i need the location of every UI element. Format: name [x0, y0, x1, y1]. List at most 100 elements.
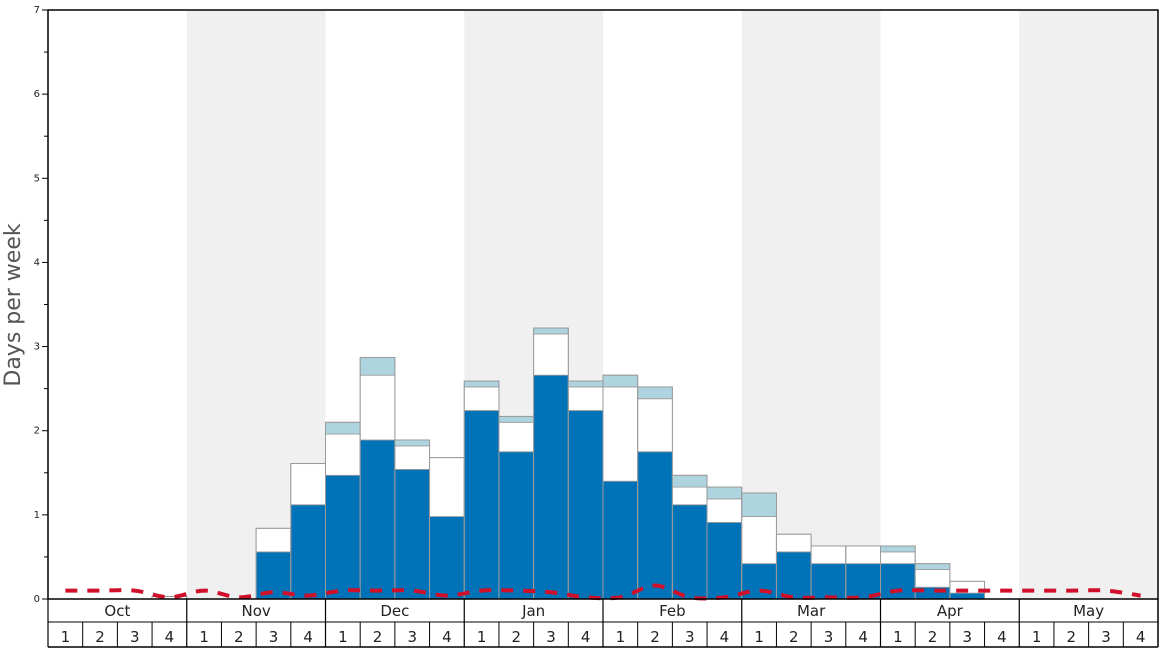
y-tick-label: 4 [34, 257, 40, 268]
bar-segment-light [463, 380, 500, 388]
average-line [65, 583, 1141, 601]
y-axis: 0 1 2 3 4 5 6 7 [34, 5, 48, 605]
week-label: 2 [373, 628, 383, 646]
bar-segment-dark [637, 451, 673, 600]
bar-segment-white [463, 386, 500, 411]
bar-segment-light [533, 327, 569, 335]
bar-segment-dark [567, 410, 604, 600]
week-label: 1 [1032, 628, 1042, 646]
bar-segment-dark [880, 563, 916, 600]
week-label: 3 [685, 628, 695, 646]
week-label: 2 [928, 628, 938, 646]
y-tick-label: 0 [34, 594, 40, 605]
week-label: 4 [858, 628, 868, 646]
week-label: 1 [754, 628, 764, 646]
bar-segment-white [394, 445, 430, 470]
bar-segment-white [533, 333, 569, 376]
bar-stacks [151, 327, 986, 600]
week-label: 3 [407, 628, 417, 646]
month-label: Apr [937, 602, 964, 620]
bar-segment-light [637, 386, 673, 400]
bar-segment-white [914, 569, 951, 588]
bar-segment-white [880, 551, 916, 565]
bar-segment-white [567, 386, 604, 411]
week-label: 3 [962, 628, 972, 646]
week-label: 3 [269, 628, 279, 646]
month-label: Dec [380, 602, 409, 620]
bar-segment-white [359, 374, 396, 441]
bar-segment-white [602, 386, 639, 482]
week-label: 1 [893, 628, 903, 646]
bar-segment-light [671, 474, 708, 488]
bar-segment-light [325, 421, 361, 435]
y-tick-label: 7 [34, 5, 40, 16]
week-label: 3 [1101, 628, 1111, 646]
week-label: 4 [442, 628, 452, 646]
week-label: 2 [234, 628, 244, 646]
week-label: 2 [650, 628, 660, 646]
month-label: Feb [659, 602, 686, 620]
month-label: May [1073, 602, 1104, 620]
x-axis: Oct 1 2 3 4 Nov 1 2 3 4 Dec 1 2 3 4 Jan 1 2 3 4 Feb 1 2 3 4 Mar 1 2… [47, 599, 1159, 648]
bar-segment-dark [498, 451, 535, 600]
y-tick-label: 2 [34, 426, 40, 437]
month-bands [186, 10, 1158, 599]
bar-segment-light [602, 374, 639, 388]
bar-segment-dark [776, 551, 812, 600]
week-label: 4 [720, 628, 730, 646]
week-label: 4 [997, 628, 1007, 646]
bar-segment-dark [845, 563, 881, 600]
bar-segment-white [325, 433, 361, 476]
bar-segment-dark [533, 374, 569, 600]
month-label: Jan [521, 602, 545, 620]
bar-segment-white [845, 545, 881, 565]
bar-segment-dark [359, 439, 396, 600]
y-tick-label: 3 [34, 342, 40, 353]
week-label: 4 [581, 628, 591, 646]
bar-segment-light [880, 545, 916, 553]
week-label: 4 [303, 628, 313, 646]
bar-segment-light [394, 439, 430, 447]
bar-segment-dark [671, 504, 708, 600]
week-label: 2 [789, 628, 799, 646]
bar-segment-light [706, 486, 743, 500]
bar-segment-white [706, 498, 743, 523]
bar-segment-light [567, 380, 604, 388]
bar-segment-white [810, 545, 847, 565]
week-label: 1 [338, 628, 348, 646]
bar-segment-dark [949, 592, 985, 600]
week-label: 4 [165, 628, 175, 646]
bar-segment-dark [602, 480, 639, 600]
week-label: 3 [546, 628, 556, 646]
bar-segment-white [671, 486, 708, 506]
week-label: 1 [477, 628, 487, 646]
week-label: 4 [1136, 628, 1146, 646]
bar-segment-dark [706, 522, 743, 600]
bar-segment-light [359, 357, 396, 376]
week-label: 1 [616, 628, 626, 646]
y-tick-label: 1 [34, 510, 40, 521]
week-label: 3 [824, 628, 834, 646]
bar-segment-white [498, 421, 535, 453]
bar-segment-light [498, 416, 535, 423]
bar-segment-dark [810, 563, 847, 600]
bar-segment-white [637, 398, 673, 453]
week-label: 3 [130, 628, 140, 646]
bar-segment-white [429, 457, 465, 517]
y-axis-label: Days per week [1, 223, 26, 386]
bar-segment-white [290, 463, 326, 506]
bar-segment-white [776, 533, 812, 553]
bar-segment-dark [429, 516, 465, 600]
y-tick-label: 5 [34, 173, 40, 184]
week-label: 1 [61, 628, 71, 646]
bar-segment-dark [394, 469, 430, 600]
bar-segment-dark [325, 474, 361, 600]
month-band-may [1019, 10, 1158, 599]
week-label: 2 [95, 628, 105, 646]
week-label: 1 [199, 628, 209, 646]
average-line-layer [65, 583, 1141, 601]
month-label: Oct [104, 602, 130, 620]
month-label: Nov [241, 602, 270, 620]
bar-segment-light [741, 492, 777, 517]
